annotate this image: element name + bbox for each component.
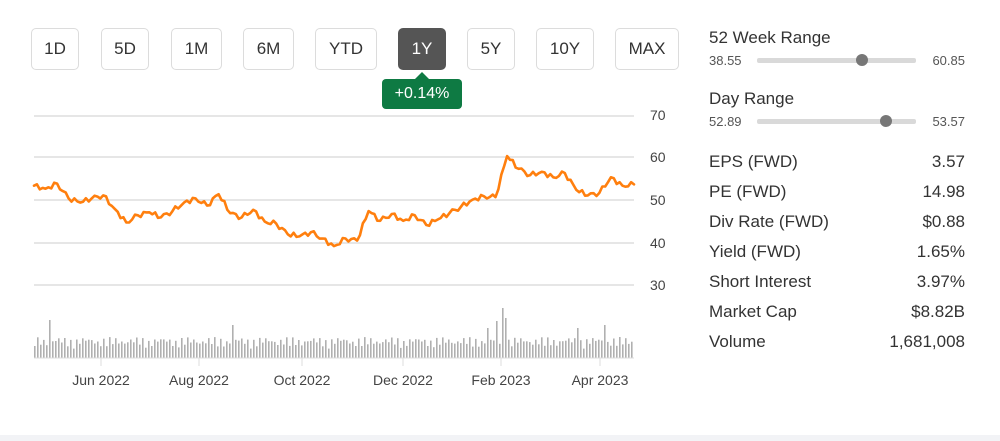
volume-bars: [34, 308, 633, 358]
day-range-title: Day Range: [709, 89, 795, 108]
stat-label: Volume: [709, 332, 766, 351]
stat-value: $0.88: [922, 212, 965, 231]
x-tick-label: Feb 2023: [471, 372, 531, 388]
stat-row-eps: EPS (FWD) 3.57: [709, 147, 965, 177]
stat-label: Short Interest: [709, 272, 812, 291]
range-button-1m[interactable]: 1M: [171, 28, 222, 70]
week52-range-thumb: [855, 54, 868, 66]
range-button-10y[interactable]: 10Y: [536, 28, 594, 70]
stat-value: 3.57: [931, 152, 965, 171]
stat-value: 3.97%: [916, 272, 965, 291]
stat-row-market-cap: Market Cap $8.82B: [709, 297, 965, 327]
stat-value: $8.82B: [911, 302, 965, 321]
y-tick-label: 30: [650, 277, 666, 293]
stat-row-short-interest: Short Interest 3.97%: [709, 267, 965, 297]
stat-value: 14.98: [922, 182, 965, 201]
change-badge: +0.14%: [382, 72, 462, 109]
stat-label: PE (FWD): [709, 182, 787, 201]
day-high: 53.57: [932, 114, 965, 129]
week52-low: 38.55: [709, 53, 742, 68]
x-tick-label: Dec 2022: [373, 372, 433, 388]
range-button-max[interactable]: MAX: [615, 28, 679, 70]
range-button-1d[interactable]: 1D: [31, 28, 79, 70]
price-chart[interactable]: [0, 100, 640, 370]
stats-panel: 52 Week Range 38.55 60.85 Day Range 52.8…: [709, 28, 965, 147]
footer-divider: [0, 435, 1000, 441]
range-selector: 1D 5D 1M 6M YTD 1Y 5Y 10Y MAX: [31, 28, 691, 70]
price-line: [32, 154, 636, 248]
x-tick-marks: [100, 358, 601, 366]
stat-label: Div Rate (FWD): [709, 212, 829, 231]
stat-label: Market Cap: [709, 302, 797, 321]
stat-value: 1,681,008: [889, 332, 965, 351]
week52-range-title: 52 Week Range: [709, 28, 831, 47]
y-tick-label: 50: [650, 192, 666, 208]
range-button-1y[interactable]: 1Y: [398, 28, 446, 70]
stat-row-volume: Volume 1,681,008: [709, 327, 965, 357]
stat-row-pe: PE (FWD) 14.98: [709, 177, 965, 207]
range-button-5y[interactable]: 5Y: [467, 28, 515, 70]
day-low: 52.89: [709, 114, 742, 129]
x-tick-label: Aug 2022: [169, 372, 229, 388]
stat-label: EPS (FWD): [709, 152, 798, 171]
x-tick-label: Oct 2022: [273, 372, 331, 388]
day-range: Day Range 52.89 53.57: [709, 89, 965, 147]
stat-row-yield: Yield (FWD) 1.65%: [709, 237, 965, 267]
week52-range: 52 Week Range 38.55 60.85: [709, 28, 965, 86]
y-tick-label: 70: [650, 107, 666, 123]
stat-label: Yield (FWD): [709, 242, 801, 261]
gridlines: [34, 115, 634, 286]
range-button-ytd[interactable]: YTD: [315, 28, 377, 70]
day-range-thumb: [879, 115, 892, 127]
range-button-5d[interactable]: 5D: [101, 28, 149, 70]
x-tick-label: Jun 2022: [72, 372, 130, 388]
x-tick-label: Apr 2023: [571, 372, 629, 388]
stat-row-div-rate: Div Rate (FWD) $0.88: [709, 207, 965, 237]
range-button-6m[interactable]: 6M: [243, 28, 294, 70]
y-tick-label: 40: [650, 235, 666, 251]
stat-value: 1.65%: [916, 242, 965, 261]
y-tick-label: 60: [650, 149, 666, 165]
day-range-track: [757, 115, 916, 127]
week52-range-track: [757, 54, 916, 66]
week52-high: 60.85: [932, 53, 965, 68]
